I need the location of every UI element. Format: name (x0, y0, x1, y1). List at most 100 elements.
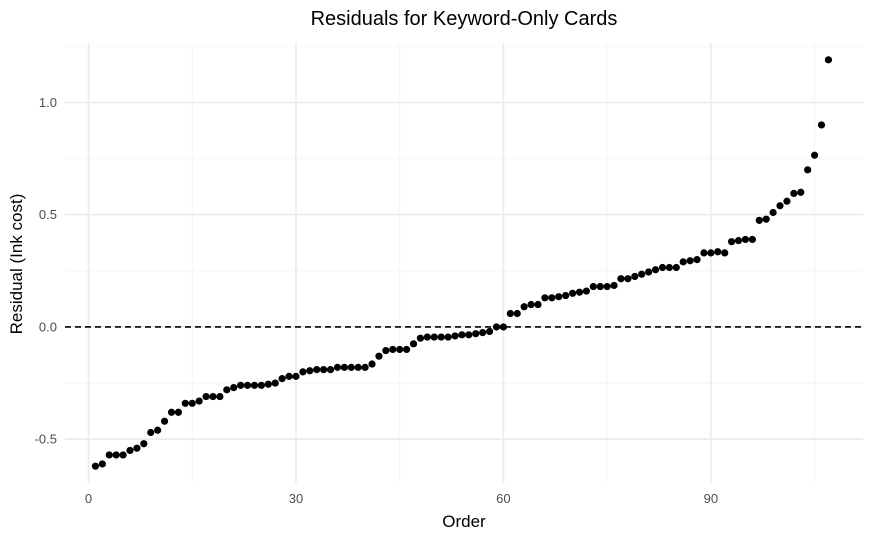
data-point (188, 399, 196, 407)
data-point (603, 282, 611, 291)
data-point (714, 248, 722, 256)
data-point (181, 399, 189, 407)
data-point (368, 360, 376, 368)
data-point (617, 275, 625, 283)
data-point (534, 300, 542, 309)
data-point (631, 272, 639, 281)
x-axis-title: Order (442, 512, 486, 531)
data-point (734, 236, 743, 245)
data-point (174, 408, 183, 416)
data-point (396, 345, 404, 354)
data-point (804, 166, 812, 174)
data-point (728, 238, 736, 246)
data-point (313, 366, 321, 374)
data-point (133, 444, 141, 452)
data-point (513, 309, 521, 318)
data-point (638, 270, 646, 278)
data-point (264, 380, 272, 388)
data-point (167, 408, 176, 416)
data-point (320, 366, 328, 374)
data-point (237, 381, 245, 389)
data-point (458, 331, 466, 339)
data-point (119, 451, 127, 459)
data-point (548, 294, 556, 302)
data-point (562, 291, 570, 300)
data-point (333, 363, 342, 371)
data-point (797, 188, 805, 196)
data-point (485, 327, 494, 336)
data-point (257, 381, 265, 389)
data-point (409, 340, 418, 348)
data-point (112, 451, 120, 459)
data-point (610, 281, 618, 290)
grid-lines (65, 43, 863, 483)
data-point (278, 375, 286, 383)
data-point (202, 392, 210, 401)
data-point (416, 334, 425, 342)
data-point (375, 352, 383, 360)
data-point (589, 282, 597, 291)
data-point (769, 208, 777, 217)
data-point (340, 363, 348, 371)
data-point (651, 266, 660, 274)
data-point (382, 346, 390, 355)
y-axis-title: Residual (Ink cost) (7, 194, 26, 335)
data-point (147, 428, 155, 437)
data-point (423, 333, 431, 341)
data-point (292, 372, 300, 380)
data-point (126, 446, 134, 455)
data-point (472, 330, 480, 338)
data-point (105, 451, 113, 459)
data-point (354, 363, 362, 371)
data-point (361, 363, 369, 371)
y-tick-label: -0.5 (35, 432, 57, 447)
data-point (645, 268, 653, 276)
data-point (776, 202, 784, 210)
data-point (700, 249, 708, 257)
data-point (568, 289, 577, 297)
data-point (810, 151, 819, 159)
data-point (555, 293, 563, 301)
data-point (326, 366, 335, 374)
chart-title: Residuals for Keyword-Only Cards (311, 8, 618, 30)
data-point (216, 392, 224, 401)
x-tick-label: 30 (289, 491, 303, 506)
data-point (91, 462, 100, 470)
data-point (430, 333, 438, 341)
data-point (520, 303, 528, 311)
data-point (389, 345, 397, 354)
data-point (762, 215, 770, 223)
data-point (817, 121, 826, 129)
data-point (686, 257, 694, 265)
data-point (444, 333, 452, 341)
data-point (437, 333, 445, 341)
data-point (154, 426, 162, 434)
tick-labels: 0 30 60 90 -0.5 0.0 0.5 1.0 (35, 95, 719, 506)
data-point (790, 189, 798, 198)
data-point (451, 332, 459, 340)
data-point (748, 235, 756, 244)
data-point (230, 383, 238, 392)
data-point (223, 386, 231, 394)
data-point (679, 258, 687, 266)
data-point (271, 379, 279, 387)
data-point (755, 216, 763, 224)
data-point (624, 275, 632, 283)
y-tick-label: 0.5 (39, 207, 57, 222)
data-points (91, 56, 833, 470)
data-point (306, 367, 314, 375)
data-point (98, 460, 106, 468)
data-point (140, 440, 148, 448)
data-point (499, 323, 508, 331)
data-point (693, 256, 701, 264)
data-point (575, 288, 584, 296)
data-point (250, 381, 259, 389)
x-tick-label: 90 (704, 491, 718, 506)
data-point (506, 309, 514, 318)
data-point (741, 235, 750, 244)
data-point (721, 249, 729, 257)
data-point (160, 417, 169, 425)
data-point (243, 381, 252, 389)
